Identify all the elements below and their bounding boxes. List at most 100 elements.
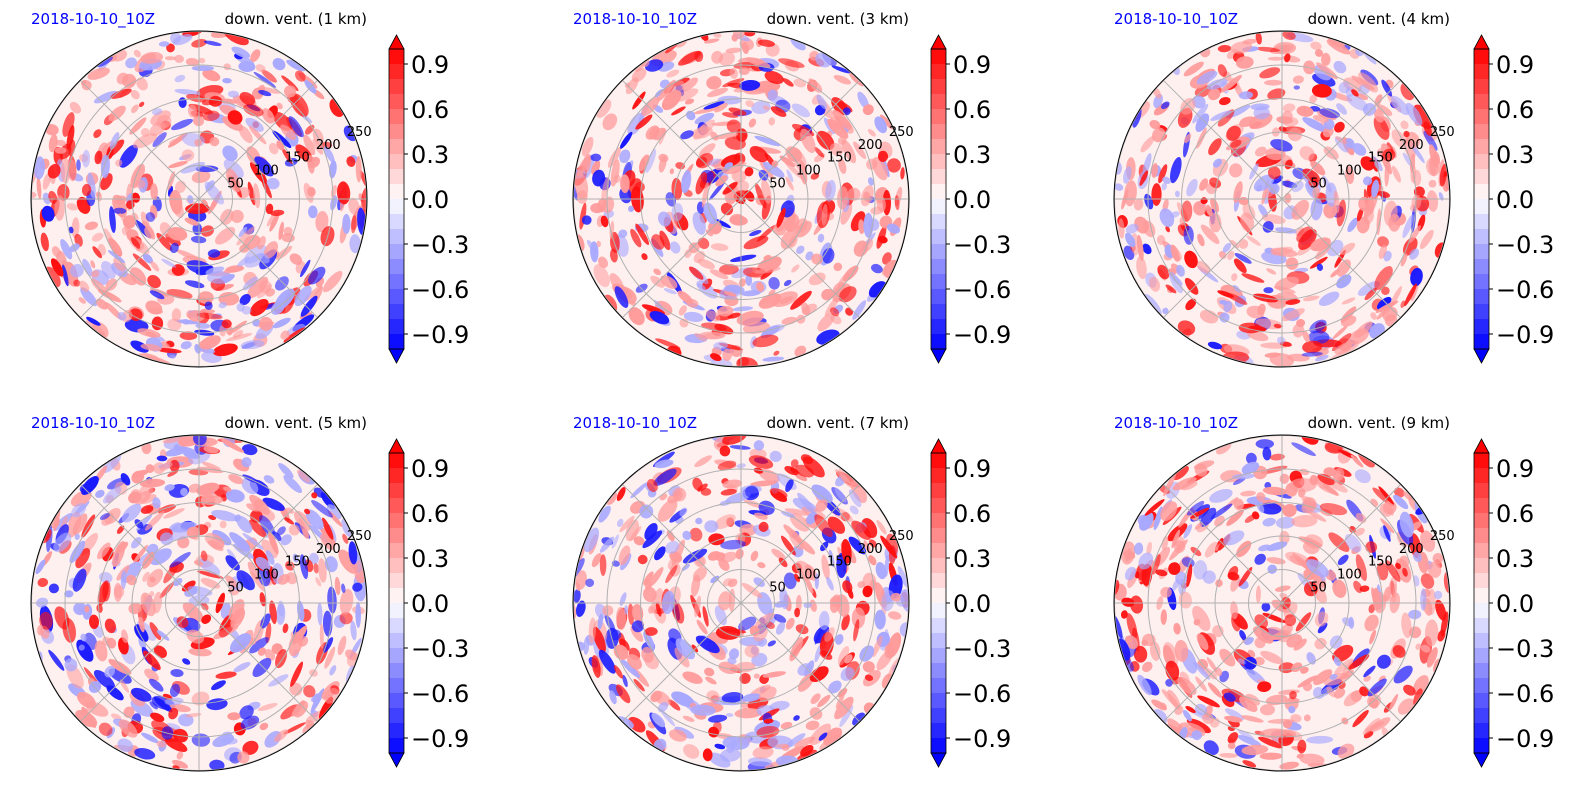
field-blob xyxy=(225,575,238,588)
field-blob xyxy=(78,297,86,304)
field-blob xyxy=(48,649,65,671)
colorbar-segment xyxy=(931,229,946,245)
field-blob xyxy=(794,573,801,583)
field-blob xyxy=(753,673,760,679)
field-blob xyxy=(209,136,220,147)
field-blob xyxy=(128,491,142,504)
field-blob xyxy=(704,667,715,677)
field-blob xyxy=(790,290,812,310)
field-blob xyxy=(37,577,49,588)
field-blob xyxy=(714,103,728,113)
field-blob xyxy=(1196,260,1211,274)
field-blob xyxy=(1165,284,1177,294)
field-blob xyxy=(1317,622,1328,634)
field-blob xyxy=(307,205,318,219)
field-blob xyxy=(283,517,295,525)
field-blob xyxy=(128,308,143,321)
field-blob xyxy=(1217,44,1232,53)
colorbar-segment xyxy=(931,678,946,694)
field-blob xyxy=(754,135,781,147)
field-blob xyxy=(80,633,87,642)
colorbar-segment xyxy=(931,139,946,155)
field-blob xyxy=(1301,496,1317,508)
field-blob xyxy=(1125,635,1139,650)
field-blob xyxy=(191,170,211,184)
field-blob xyxy=(754,182,767,209)
colorbar-extend-min xyxy=(388,752,405,768)
field-blob xyxy=(725,491,751,504)
field-blob xyxy=(1337,554,1349,566)
field-blob xyxy=(1403,491,1413,501)
colorbar-segment xyxy=(1474,678,1489,694)
field-blob xyxy=(1238,566,1253,587)
field-blob xyxy=(1254,614,1268,629)
field-blob xyxy=(149,622,162,641)
field-blob xyxy=(280,124,296,141)
field-blob xyxy=(706,76,722,90)
field-blob xyxy=(231,46,251,59)
field-blob xyxy=(1428,153,1441,177)
field-blob xyxy=(840,667,855,681)
field-blob xyxy=(748,455,774,469)
colorbar-tick-label: 0.0 xyxy=(1496,186,1534,214)
field-blob xyxy=(1192,605,1211,632)
field-blob xyxy=(270,209,285,217)
field-blob xyxy=(651,234,665,250)
field-blob xyxy=(64,658,78,672)
field-blob xyxy=(720,748,741,762)
field-blob xyxy=(269,600,277,625)
field-blob xyxy=(140,51,164,64)
field-blob xyxy=(841,139,857,164)
field-blob xyxy=(174,88,201,96)
field-blob xyxy=(257,284,273,299)
radial-tick-label: 250 xyxy=(1430,125,1455,140)
field-blob xyxy=(696,619,708,635)
field-blob xyxy=(744,644,760,658)
field-blob xyxy=(738,616,757,631)
field-blob xyxy=(144,668,159,682)
field-blob xyxy=(709,180,726,201)
field-blob xyxy=(254,156,274,177)
field-blob xyxy=(212,343,238,357)
panel-date: 2018-10-10_10Z xyxy=(1114,10,1238,29)
colorbar-tick-label: −0.3 xyxy=(1496,231,1554,259)
grid-spoke xyxy=(1162,602,1283,723)
field-blob xyxy=(1182,709,1192,722)
field-blob xyxy=(671,106,686,116)
colorbar-tick-label: −0.9 xyxy=(953,321,1011,349)
field-blob xyxy=(1391,165,1401,183)
field-blob xyxy=(181,149,195,162)
field-blob xyxy=(1180,98,1196,115)
field-blob xyxy=(222,77,232,84)
field-blob xyxy=(860,185,874,207)
field-blob xyxy=(87,67,110,80)
field-blob xyxy=(229,532,251,552)
field-blob xyxy=(771,160,779,168)
field-blob xyxy=(348,541,358,565)
field-blob xyxy=(1368,196,1375,214)
field-blob xyxy=(105,278,118,291)
field-blob xyxy=(119,679,130,693)
field-blob xyxy=(241,457,252,468)
colorbar-segment xyxy=(389,543,404,559)
field-blob xyxy=(125,57,137,69)
field-blob xyxy=(1306,652,1316,665)
field-blob xyxy=(1227,725,1236,732)
field-blob xyxy=(659,230,671,251)
field-blob xyxy=(70,263,84,278)
field-blob xyxy=(230,209,244,223)
field-blob xyxy=(1358,196,1371,212)
field-blob xyxy=(1266,557,1286,565)
field-blob xyxy=(1256,492,1266,502)
field-blob xyxy=(1160,609,1168,625)
field-blob xyxy=(1220,470,1243,483)
field-blob xyxy=(197,570,224,579)
field-blob xyxy=(1137,514,1146,525)
field-blob xyxy=(616,487,626,501)
field-blob xyxy=(1309,319,1327,334)
field-blob xyxy=(1203,740,1219,756)
field-blob xyxy=(118,719,138,738)
field-blob xyxy=(203,40,222,47)
panel-title: down. vent. (7 km) xyxy=(767,414,909,432)
